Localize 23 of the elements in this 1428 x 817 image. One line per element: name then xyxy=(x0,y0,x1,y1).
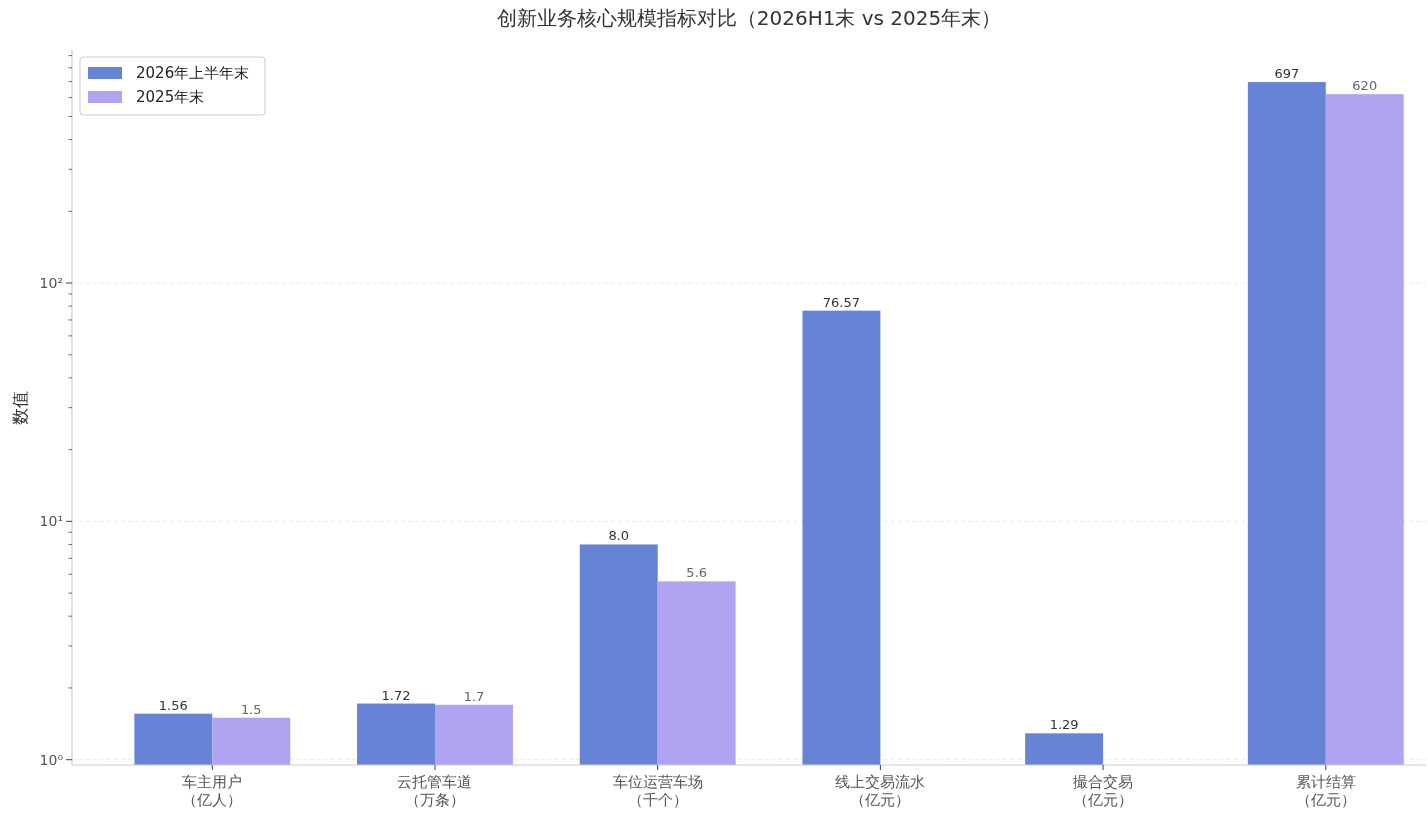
legend-label: 2025年末 xyxy=(136,88,205,107)
data-label: 1.72 xyxy=(381,687,411,703)
y-tick-label: 10¹ xyxy=(39,513,63,530)
data-label: 1.5 xyxy=(240,701,262,717)
data-label: 1.29 xyxy=(1049,717,1079,733)
x-tick-label: 车位运营车场（千个） xyxy=(612,773,703,809)
x-tick-label: 累计结算（亿元） xyxy=(1295,773,1356,809)
chart-title: 创新业务核心规模指标对比（2026H1末 vs 2025年末） xyxy=(496,6,1002,30)
x-tick-label: 云托管车道（万条） xyxy=(397,773,473,809)
data-label: 5.6 xyxy=(686,565,708,581)
data-label: 1.56 xyxy=(158,697,188,713)
y-axis-title: 数值 xyxy=(10,390,30,425)
data-label: 8.0 xyxy=(608,528,630,544)
data-label: 697 xyxy=(1274,66,1300,82)
y-tick-label: 10² xyxy=(39,274,63,291)
y-tick-label: 10⁰ xyxy=(39,751,64,768)
x-tick-label: 线上交易流水（亿元） xyxy=(835,773,926,809)
x-tick-label: 车主用户（亿人） xyxy=(182,773,243,809)
x-tick-label: 撮合交易（亿元） xyxy=(1073,773,1134,809)
data-label: 620 xyxy=(1352,78,1378,94)
data-label: 1.7 xyxy=(463,688,485,704)
legend-label: 2026年上半年末 xyxy=(136,64,250,83)
data-label: 76.57 xyxy=(822,294,861,310)
